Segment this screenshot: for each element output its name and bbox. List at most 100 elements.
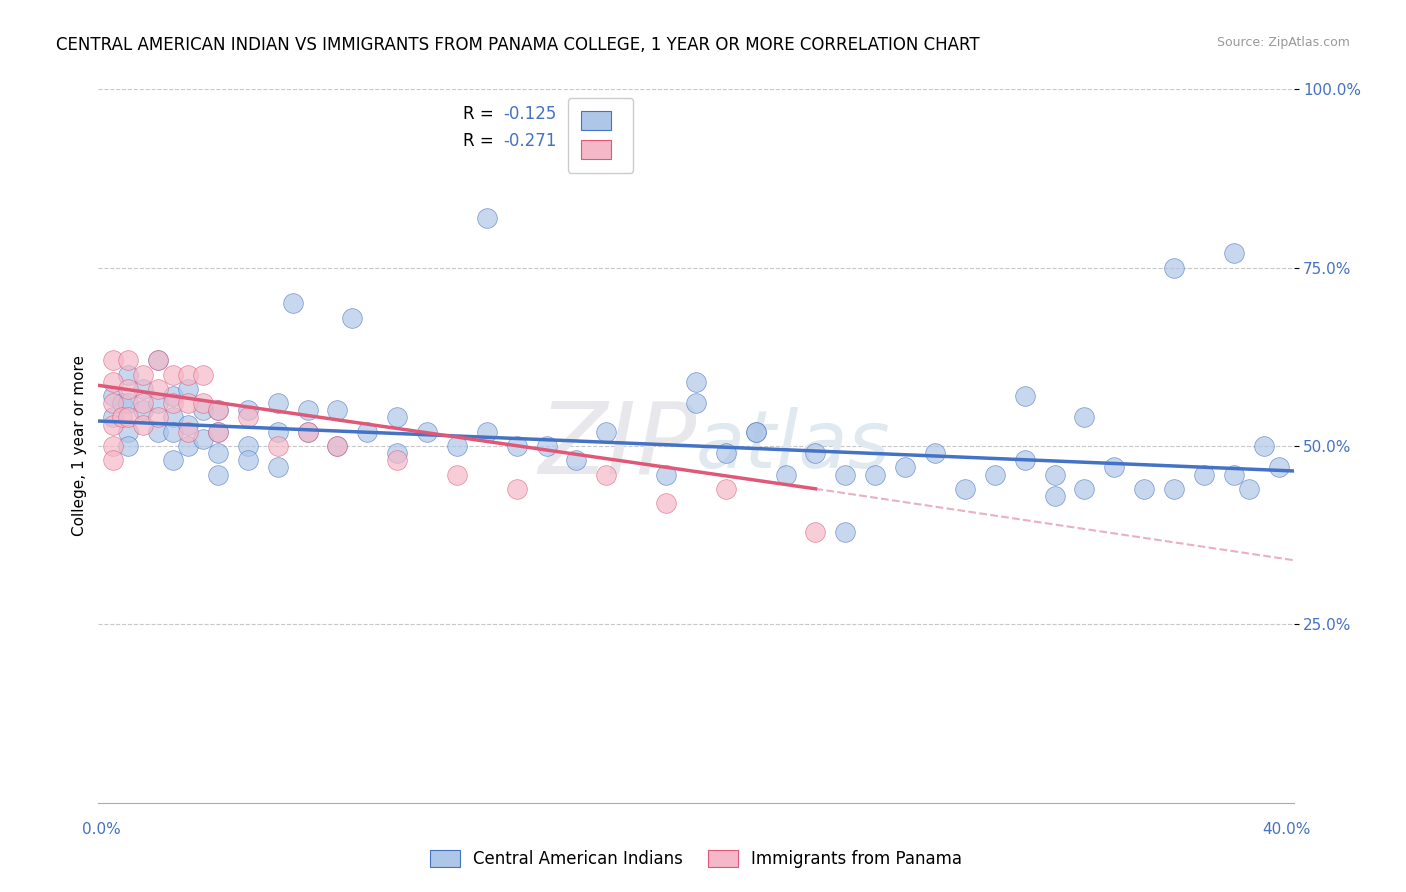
Point [103, 453, 125, 467]
Point [177, 425, 200, 439]
Point [326, 403, 349, 417]
Point [103, 375, 125, 389]
Point [1043, 489, 1066, 503]
Point [924, 446, 946, 460]
Point [267, 439, 290, 453]
Point [162, 425, 184, 439]
Point [103, 389, 125, 403]
Text: 36: 36 [605, 132, 626, 150]
Point [983, 467, 1005, 482]
Point [446, 467, 468, 482]
Point [655, 467, 678, 482]
Point [162, 410, 184, 425]
Point [148, 396, 170, 410]
Point [1014, 389, 1036, 403]
Point [356, 425, 378, 439]
Point [117, 368, 139, 382]
Point [267, 425, 290, 439]
Point [103, 396, 125, 410]
Point [103, 353, 125, 368]
Legend: , : , [568, 97, 633, 173]
Point [162, 453, 184, 467]
Point [117, 410, 139, 425]
Point [132, 417, 155, 432]
Point [804, 524, 827, 539]
Point [714, 446, 737, 460]
Point [475, 211, 498, 225]
Point [1237, 482, 1260, 496]
Text: -0.271: -0.271 [503, 132, 557, 150]
Point [1192, 467, 1215, 482]
Text: N =: N = [561, 132, 609, 150]
Point [745, 425, 768, 439]
Point [894, 460, 917, 475]
Point [111, 396, 134, 410]
Point [1073, 482, 1095, 496]
Point [191, 432, 214, 446]
Point [148, 382, 170, 396]
Text: -0.125: -0.125 [503, 105, 557, 123]
Point [207, 425, 229, 439]
Point [297, 403, 319, 417]
Point [117, 382, 139, 396]
Point [1253, 439, 1275, 453]
Point [865, 467, 887, 482]
Point [267, 460, 290, 475]
Point [506, 482, 529, 496]
Point [236, 453, 259, 467]
Point [207, 425, 229, 439]
Point [162, 368, 184, 382]
Point [1104, 460, 1126, 475]
Point [177, 396, 200, 410]
Point [297, 425, 319, 439]
Point [685, 375, 707, 389]
Text: 40.0%: 40.0% [1263, 822, 1310, 837]
Point [1223, 467, 1246, 482]
Point [132, 382, 155, 396]
Point [745, 425, 768, 439]
Point [1043, 467, 1066, 482]
Point [191, 403, 214, 417]
Point [148, 353, 170, 368]
Point [191, 368, 214, 382]
Point [103, 410, 125, 425]
Point [111, 410, 134, 425]
Point [595, 467, 617, 482]
Point [207, 403, 229, 417]
Point [148, 410, 170, 425]
Point [1267, 460, 1289, 475]
Text: Source: ZipAtlas.com: Source: ZipAtlas.com [1216, 36, 1350, 49]
Point [132, 403, 155, 417]
Point [236, 439, 259, 453]
Point [714, 482, 737, 496]
Point [506, 439, 529, 453]
Point [207, 446, 229, 460]
Point [953, 482, 976, 496]
Point [281, 296, 304, 310]
Text: R =: R = [463, 105, 499, 123]
Point [342, 310, 364, 325]
Point [385, 453, 409, 467]
Point [117, 353, 139, 368]
Point [148, 425, 170, 439]
Text: 0.0%: 0.0% [82, 822, 121, 837]
Point [191, 396, 214, 410]
Point [103, 439, 125, 453]
Point [416, 425, 439, 439]
Y-axis label: College, 1 year or more: College, 1 year or more [72, 356, 87, 536]
Point [804, 446, 827, 460]
Point [177, 368, 200, 382]
Text: 79: 79 [605, 105, 624, 123]
Point [103, 417, 125, 432]
Point [148, 353, 170, 368]
Point [1073, 410, 1095, 425]
Point [775, 467, 797, 482]
Point [655, 496, 678, 510]
Point [1223, 246, 1246, 260]
Point [297, 425, 319, 439]
Text: R =: R = [463, 132, 499, 150]
Point [236, 410, 259, 425]
Point [595, 425, 617, 439]
Point [117, 439, 139, 453]
Point [475, 425, 498, 439]
